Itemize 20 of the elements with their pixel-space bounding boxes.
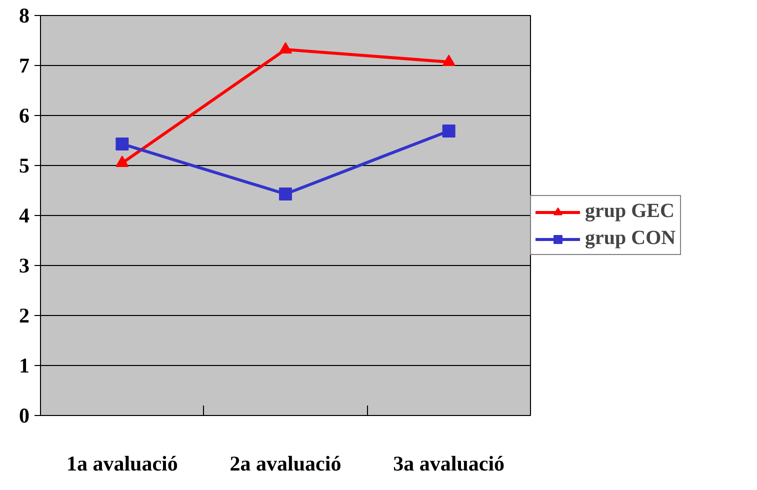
x-tick-label: 1a avaluació [66,452,178,476]
legend-label: grup GEC [585,200,674,223]
legend-label: grup CON [585,227,676,250]
x-tick-label: 3a avaluació [393,452,505,476]
point [442,124,456,138]
y-tick-label: 1 [19,354,30,378]
y-tick-label: 6 [19,104,30,128]
y-tick-label: 8 [19,4,30,28]
y-tick-label: 0 [19,404,30,428]
point [442,54,456,66]
point [279,188,292,200]
y-tick-label: 5 [19,154,30,178]
point [116,156,129,167]
y-tick-label: 3 [19,254,30,278]
point [279,42,292,54]
y-tick-label: 2 [19,304,30,328]
y-tick-label: 7 [19,54,30,78]
x-tick-label: 2a avaluació [230,452,342,476]
point [116,138,129,150]
y-tick-label: 4 [19,204,30,228]
